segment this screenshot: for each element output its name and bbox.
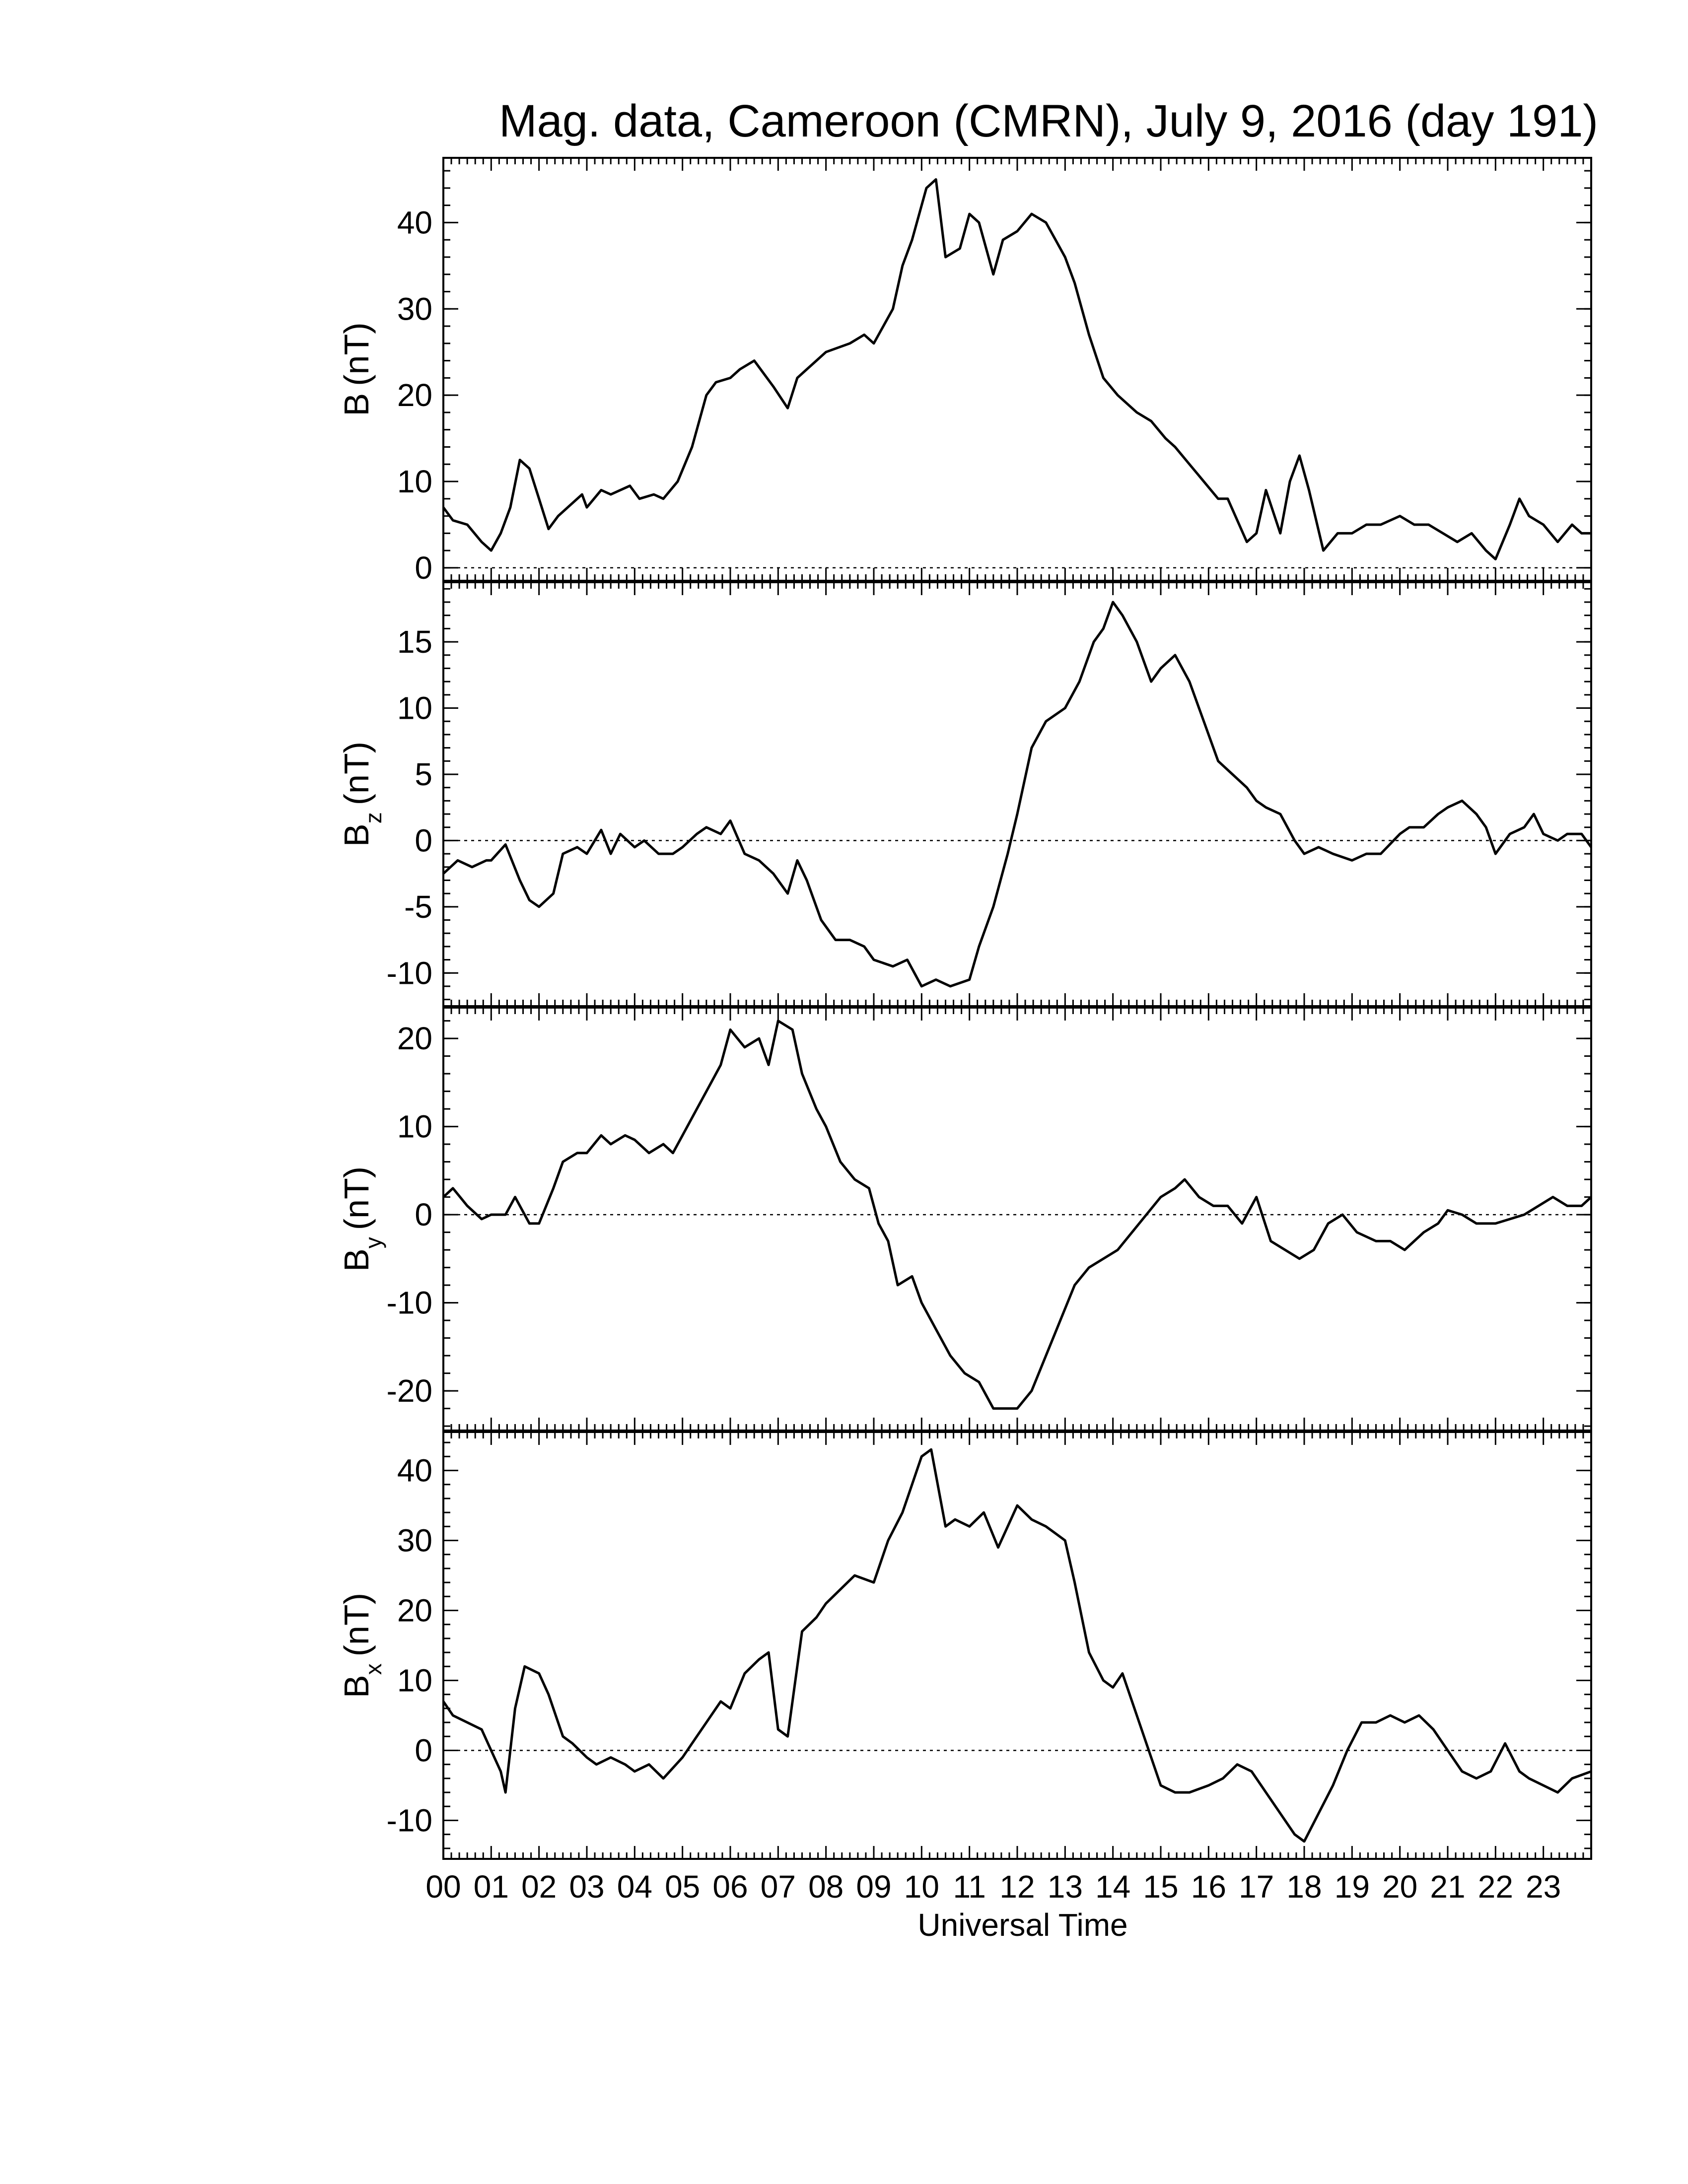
x-tick-label: 14 [1095, 1869, 1130, 1905]
y-tick-label: 30 [397, 291, 432, 327]
x-tick-label: 03 [569, 1869, 604, 1905]
x-tick-label: 16 [1191, 1869, 1226, 1905]
y-tick-label: -5 [404, 889, 432, 925]
x-axis-label: Universal Time [917, 1907, 1127, 1943]
y-tick-label: 5 [415, 756, 432, 792]
x-tick-label: 06 [712, 1869, 748, 1905]
panel-2: -20 -10 0 10 20 By (nT) [337, 1007, 1592, 1432]
y-axis-label-main: B [337, 1248, 376, 1272]
y-tick-label: 0 [415, 1732, 432, 1768]
y-tick-label: 10 [397, 1662, 432, 1698]
y-axis-label-main: B [337, 1675, 376, 1698]
y-axis-label-sub: x [360, 1663, 386, 1675]
x-tick-label: 00 [425, 1869, 461, 1905]
panel-1: -10 -5 0 5 10 15 Bz (nT) [337, 581, 1593, 1007]
panel-0: 0 10 20 30 40 B (nT) [337, 157, 1592, 586]
y-tick-label: 15 [397, 624, 432, 660]
y-tick-label: 40 [397, 205, 432, 240]
y-tick-label: 10 [397, 1109, 432, 1145]
x-tick-label: 05 [665, 1869, 700, 1905]
y-axis-label-unit: (nT) [337, 1166, 376, 1230]
x-tick-label: 23 [1526, 1869, 1561, 1905]
x-tick-label: 08 [808, 1869, 844, 1905]
y-axis-label-unit: (nT) [337, 1593, 376, 1656]
x-tick-label: 20 [1382, 1869, 1417, 1905]
series-line [442, 601, 1593, 988]
y-axis-label: By (nT) [337, 1166, 386, 1272]
y-tick-label: 40 [397, 1453, 432, 1489]
y-tick-label: -10 [387, 955, 433, 991]
y-tick-label: 20 [397, 1593, 432, 1629]
series-line [442, 178, 1591, 560]
panel-frame [442, 157, 1592, 582]
x-tick-label: 10 [904, 1869, 939, 1905]
y-axis-label: Bx (nT) [337, 1593, 386, 1698]
series-line [442, 1020, 1592, 1410]
panel-frame [442, 581, 1592, 1007]
y-axis-label-main: B [337, 823, 376, 847]
x-tick-label: 22 [1478, 1869, 1513, 1905]
y-tick-label: 10 [397, 690, 432, 726]
chart-title: Mag. data, Cameroon (CMRN), July 9, 2016… [499, 96, 1598, 146]
panels-group: 0 10 20 30 40 B (nT) -10 -5 0 5 10 15 Bz (nT) -20 -10 0 10… [337, 157, 1593, 1860]
y-tick-label: 20 [397, 377, 432, 413]
y-tick-label: 10 [397, 464, 432, 499]
y-axis-label-sub: y [360, 1237, 386, 1248]
y-axis-label: Bz (nT) [337, 742, 386, 847]
x-tick-label: 15 [1143, 1869, 1178, 1905]
x-axis: 00 01 02 03 04 05 06 07 08 09 10 11 12 13 14 15 16 17 18 19… [425, 1869, 1561, 1905]
y-axis-label: B (nT) [337, 322, 376, 416]
y-axis-label-unit: (nT) [337, 322, 376, 386]
x-tick-label: 01 [474, 1869, 509, 1905]
y-axis-label-sub: z [360, 812, 386, 823]
x-tick-label: 07 [761, 1869, 796, 1905]
y-tick-label: 20 [397, 1021, 432, 1056]
x-tick-label: 13 [1048, 1869, 1083, 1905]
y-tick-label: 0 [415, 550, 432, 586]
y-tick-label: -10 [387, 1802, 433, 1838]
y-tick-label: -20 [387, 1373, 433, 1409]
y-tick-label: 0 [415, 1197, 432, 1232]
x-tick-label: 18 [1286, 1869, 1322, 1905]
x-tick-label: 09 [856, 1869, 891, 1905]
y-tick-label: 30 [397, 1523, 432, 1559]
x-tick-label: 02 [521, 1869, 557, 1905]
y-tick-label: 0 [415, 822, 432, 858]
x-tick-label: 04 [617, 1869, 652, 1905]
x-tick-label: 12 [999, 1869, 1035, 1905]
x-tick-label: 17 [1239, 1869, 1274, 1905]
y-axis-label-main: B [337, 393, 376, 416]
panel-frame [442, 1431, 1592, 1860]
x-tick-label: 19 [1335, 1869, 1370, 1905]
panel-frame [442, 1007, 1592, 1432]
x-tick-label: 21 [1430, 1869, 1465, 1905]
y-tick-label: -10 [387, 1285, 433, 1321]
x-tick-label: 11 [953, 1869, 985, 1905]
series-line [442, 1448, 1592, 1843]
panel-3: -10 0 10 20 30 40 Bx (nT) [337, 1431, 1592, 1860]
y-axis-label-unit: (nT) [337, 742, 376, 805]
